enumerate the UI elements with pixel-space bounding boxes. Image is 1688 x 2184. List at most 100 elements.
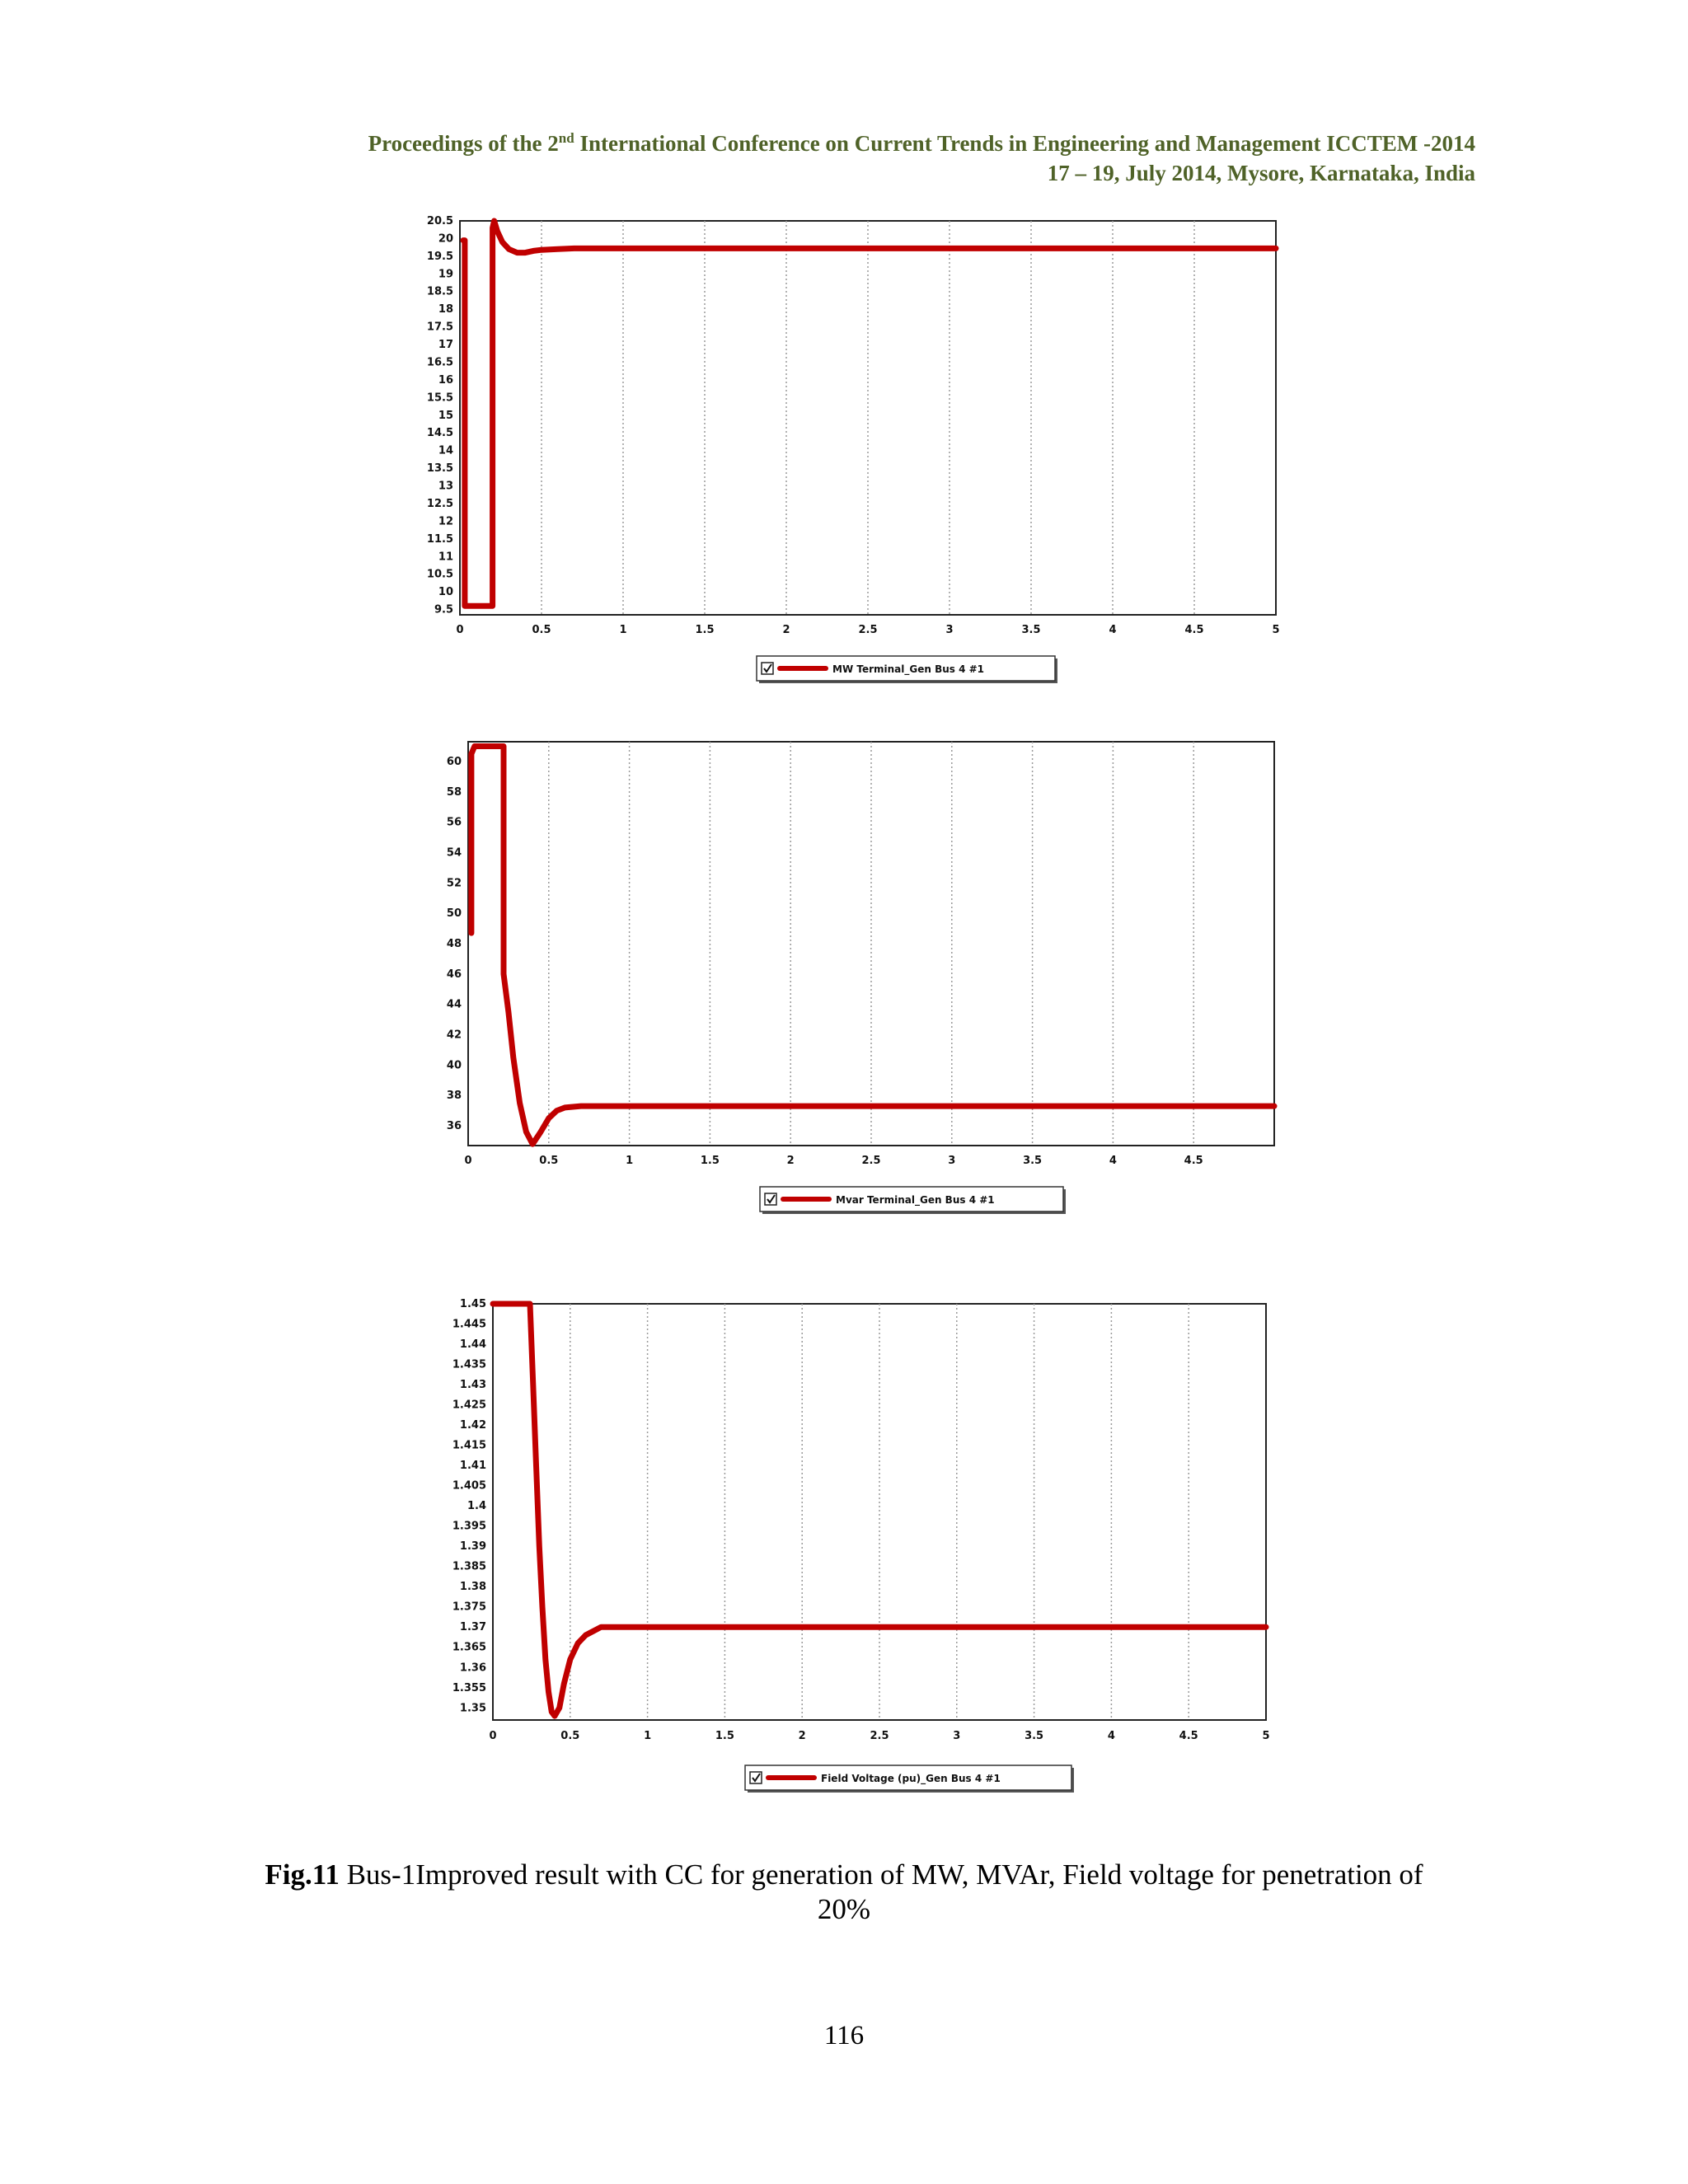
y-tick-label: 1.355	[452, 1682, 486, 1694]
y-tick-label: 1.37	[460, 1621, 486, 1633]
x-tick-label: 5	[1262, 1730, 1269, 1742]
y-tick-label: 1.415	[452, 1440, 486, 1452]
y-tick-label: 1.43	[460, 1379, 486, 1391]
y-tick-label: 18	[438, 303, 453, 316]
x-tick-label: 0.5	[560, 1730, 579, 1742]
y-tick-label: 11	[438, 551, 453, 563]
x-tick-label: 1	[619, 624, 626, 636]
y-tick-label: 14	[438, 445, 453, 457]
x-tick-label: 3	[948, 1155, 955, 1167]
x-tick-label: 0	[464, 1155, 471, 1167]
caption-text: Bus-1Improved result with CC for generat…	[339, 1858, 1423, 1891]
y-tick-label: 9.5	[434, 604, 453, 616]
x-tick-label: 1.5	[695, 624, 714, 636]
y-tick-label: 15.5	[427, 391, 453, 404]
series-line	[468, 743, 1278, 1147]
checkmark-icon	[767, 1194, 776, 1204]
y-tick-label: 15	[438, 410, 453, 422]
x-tick-label: 0.5	[532, 624, 551, 636]
y-tick-label: 19	[438, 268, 453, 280]
x-tick-label: 2.5	[858, 624, 877, 636]
x-tick-label: 4	[1109, 624, 1116, 636]
y-tick-label: 17	[438, 339, 453, 351]
x-tick-label: 5	[1272, 624, 1279, 636]
y-tick-label: 1.42	[460, 1419, 486, 1432]
y-tick-label: 13	[438, 480, 453, 493]
y-tick-label: 17.5	[427, 321, 453, 334]
y-tick-label: 1.36	[460, 1661, 486, 1674]
y-tick-label: 58	[447, 786, 462, 799]
y-tick-label: 20.5	[427, 215, 453, 227]
y-tick-label: 16	[438, 374, 453, 387]
y-tick-label: 20	[438, 232, 453, 245]
proceedings-header: Proceedings of the 2nd International Con…	[368, 124, 1475, 188]
legend-box	[744, 1765, 1072, 1791]
x-tick-label: 3	[953, 1730, 960, 1742]
y-tick-label: 12.5	[427, 498, 453, 510]
y-tick-label: 36	[447, 1120, 462, 1132]
legend-label: Field Voltage (pu)_Gen Bus 4 #1	[821, 1773, 1001, 1785]
header-line-1: Proceedings of the 2nd International Con…	[368, 130, 1475, 156]
legend-label: MW Terminal_Gen Bus 4 #1	[832, 663, 984, 676]
y-tick-label: 52	[447, 877, 462, 889]
caption-label: Fig.11	[265, 1858, 340, 1891]
x-tick-label: 4	[1108, 1730, 1115, 1742]
y-tick-label: 1.45	[460, 1298, 486, 1310]
x-tick-label: 0.5	[539, 1155, 558, 1167]
checkmark-icon	[752, 1773, 761, 1783]
x-tick-label: 3.5	[1025, 1730, 1043, 1742]
y-tick-label: 12	[438, 515, 453, 527]
header-line-2: 17 – 19, July 2014, Mysore, Karnataka, I…	[1047, 161, 1475, 185]
x-tick-label: 3.5	[1023, 1155, 1042, 1167]
y-tick-label: 1.38	[460, 1581, 486, 1593]
x-tick-label: 0	[489, 1730, 496, 1742]
y-tick-label: 1.375	[452, 1601, 486, 1614]
y-tick-label: 1.385	[452, 1561, 486, 1573]
x-tick-label: 4.5	[1184, 1155, 1203, 1167]
y-tick-label: 46	[447, 968, 462, 981]
x-tick-label: 1.5	[715, 1730, 734, 1742]
y-tick-label: 1.425	[452, 1399, 486, 1412]
legend: Field Voltage (pu)_Gen Bus 4 #1	[744, 1765, 1074, 1793]
y-tick-label: 10	[438, 586, 453, 598]
x-tick-label: 2	[782, 624, 790, 636]
x-tick-label: 3	[945, 624, 953, 636]
legend: Mvar Terminal_Gen Bus 4 #1	[759, 1186, 1066, 1214]
y-tick-label: 54	[447, 846, 462, 859]
caption-line-1: Fig.11 Bus-1Improved result with CC for …	[0, 1858, 1688, 1892]
y-tick-label: 1.395	[452, 1521, 486, 1533]
y-tick-label: 60	[447, 756, 462, 768]
y-tick-label: 1.445	[452, 1319, 486, 1331]
x-tick-label: 2.5	[861, 1155, 880, 1167]
caption-line-2: 20%	[817, 1893, 871, 1925]
y-tick-label: 56	[447, 817, 462, 829]
x-tick-label: 1.5	[701, 1155, 720, 1167]
x-tick-label: 3.5	[1021, 624, 1040, 636]
y-tick-label: 38	[447, 1090, 462, 1102]
y-tick-label: 42	[447, 1029, 462, 1042]
y-tick-label: 19.5	[427, 251, 453, 263]
y-tick-label: 40	[447, 1059, 462, 1071]
y-tick-label: 18.5	[427, 286, 453, 298]
x-tick-label: 4.5	[1179, 1730, 1198, 1742]
legend: MW Terminal_Gen Bus 4 #1	[756, 655, 1057, 683]
y-tick-label: 48	[447, 938, 462, 950]
y-tick-label: 10.5	[427, 569, 453, 581]
x-tick-label: 2	[799, 1730, 806, 1742]
legend-label: Mvar Terminal_Gen Bus 4 #1	[836, 1194, 995, 1207]
plot-area	[459, 220, 1277, 616]
y-tick-label: 14.5	[427, 427, 453, 439]
y-tick-label: 44	[447, 999, 462, 1011]
x-tick-label: 0	[456, 624, 463, 636]
y-tick-label: 13.5	[427, 462, 453, 475]
x-tick-label: 2	[787, 1155, 795, 1167]
y-tick-label: 16.5	[427, 356, 453, 368]
y-tick-label: 11.5	[427, 533, 453, 546]
figure-caption: Fig.11 Bus-1Improved result with CC for …	[0, 1858, 1688, 1927]
y-tick-label: 1.41	[460, 1460, 486, 1472]
y-tick-label: 1.405	[452, 1480, 486, 1493]
x-tick-label: 1	[626, 1155, 633, 1167]
